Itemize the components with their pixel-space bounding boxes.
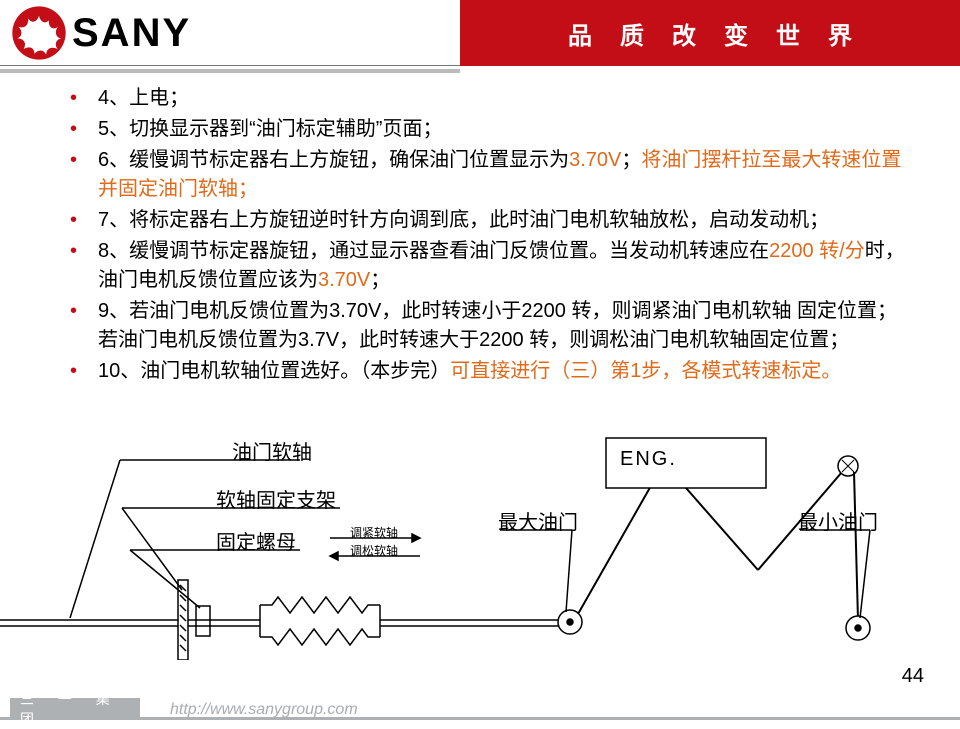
footer-url: http://www.sanygroup.com: [170, 701, 358, 719]
header-rule-thick: [0, 69, 460, 73]
header: SANY 品质改变世界: [0, 0, 960, 66]
step-6: 6、缓慢调节标定器右上方旋钮，确保油门位置显示为3.70V；将油门摆杆拉至最大转…: [70, 146, 910, 204]
step-9: 9、若油门电机反馈位置为3.70V，此时转速小于2200 转，则调紧油门电机软轴…: [70, 297, 910, 355]
label-bracket: 软轴固定支架: [216, 484, 336, 513]
slogan-bar: 品质改变世界: [460, 0, 960, 66]
brand-name: SANY: [72, 11, 191, 56]
label-cable: 油门软轴: [232, 436, 312, 465]
content: 4、上电； 5、切换显示器到“油门标定辅助”页面； 6、缓慢调节标定器右上方旋钮…: [0, 66, 960, 386]
header-rule-thin: [0, 65, 460, 66]
step-10: 10、油门电机软轴位置选好。（本步完）可直接进行（三）第1步，各模式转速标定。: [70, 357, 910, 386]
brand-logo-icon: [10, 4, 68, 62]
label-eng: ENG.: [620, 448, 677, 471]
step-8: 8、缓慢调节标定器旋钮，通过显示器查看油门反馈位置。当发动机转速应在2200 转…: [70, 237, 910, 295]
step-7: 7、将标定器右上方旋钮逆时针方向调到底，此时油门电机软轴放松，启动发动机；: [70, 206, 910, 235]
footer-group: 三 一 集 团: [10, 698, 140, 720]
step-5: 5、切换显示器到“油门标定辅助”页面；: [70, 115, 910, 144]
footer: 三 一 集 团 http://www.sanygroup.com: [0, 696, 420, 720]
label-min: 最小油门: [798, 506, 878, 535]
diagram-svg: [0, 430, 960, 660]
step-4: 4、上电；: [70, 84, 910, 113]
throttle-diagram: 油门软轴 软轴固定支架 固定螺母 调紧软轴 调松软轴 ENG. 最大油门 最小油…: [0, 430, 960, 660]
brand-block: SANY: [0, 0, 191, 66]
step-list: 4、上电； 5、切换显示器到“油门标定辅助”页面； 6、缓慢调节标定器右上方旋钮…: [70, 84, 910, 386]
label-tighten: 调紧软轴: [350, 524, 398, 541]
slogan-text: 品质改变世界: [540, 16, 880, 51]
page-number: 44: [902, 665, 924, 688]
label-max: 最大油门: [498, 506, 578, 535]
label-nut: 固定螺母: [216, 526, 296, 555]
label-loosen: 调松软轴: [350, 542, 398, 559]
